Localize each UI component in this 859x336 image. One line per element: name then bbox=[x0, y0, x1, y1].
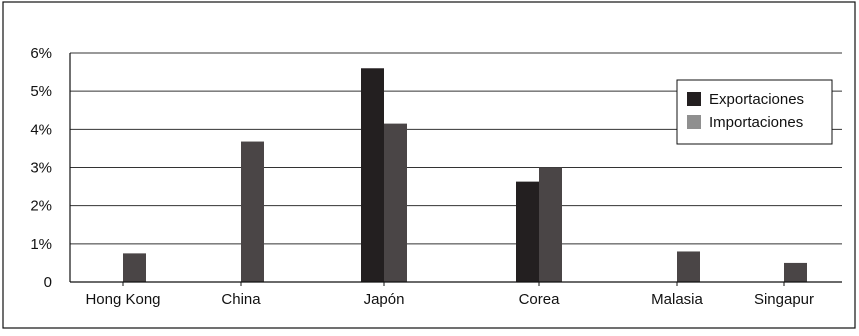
bar-importaciones-singapur bbox=[784, 262, 807, 282]
x-tick-label: Malasia bbox=[651, 291, 703, 308]
y-tick-label: 2% bbox=[30, 198, 52, 215]
bar-importaciones-corea bbox=[539, 167, 562, 282]
bar-importaciones-japón bbox=[384, 123, 407, 282]
legend-label-importaciones: Importaciones bbox=[709, 114, 803, 131]
x-axis-tick-labels: Hong Kong China Japón Corea Malasia Singapur bbox=[85, 291, 814, 308]
legend: Exportaciones Importaciones bbox=[676, 79, 833, 145]
bar-exportaciones-corea bbox=[516, 181, 539, 282]
y-tick-label: 6% bbox=[30, 45, 52, 62]
y-axis-tick-labels: 0 1% 2% 3% 4% 5% 6% bbox=[30, 45, 52, 291]
legend-label-exportaciones: Exportaciones bbox=[709, 91, 804, 108]
x-tick-label: Hong Kong bbox=[85, 291, 160, 308]
bars bbox=[123, 68, 807, 283]
legend-swatch-exportaciones bbox=[687, 92, 701, 106]
x-tick-label: China bbox=[221, 291, 261, 308]
y-tick-label: 1% bbox=[30, 236, 52, 253]
grid-lines bbox=[70, 52, 842, 245]
legend-swatch-importaciones bbox=[687, 115, 701, 129]
bar-importaciones-malasia bbox=[677, 251, 700, 282]
y-tick-label: 5% bbox=[30, 83, 52, 100]
axes bbox=[69, 53, 842, 286]
x-tick-label: Japón bbox=[364, 291, 405, 308]
bar-exportaciones-japón bbox=[361, 68, 384, 283]
x-tick-label: Corea bbox=[519, 291, 561, 308]
bar-importaciones-china bbox=[241, 141, 264, 282]
y-tick-label: 0 bbox=[44, 274, 52, 291]
legend-box bbox=[676, 79, 833, 145]
y-tick-label: 3% bbox=[30, 160, 52, 177]
bar-importaciones-hong-kong bbox=[123, 253, 146, 282]
x-tick-label: Singapur bbox=[754, 291, 814, 308]
y-tick-label: 4% bbox=[30, 121, 52, 138]
